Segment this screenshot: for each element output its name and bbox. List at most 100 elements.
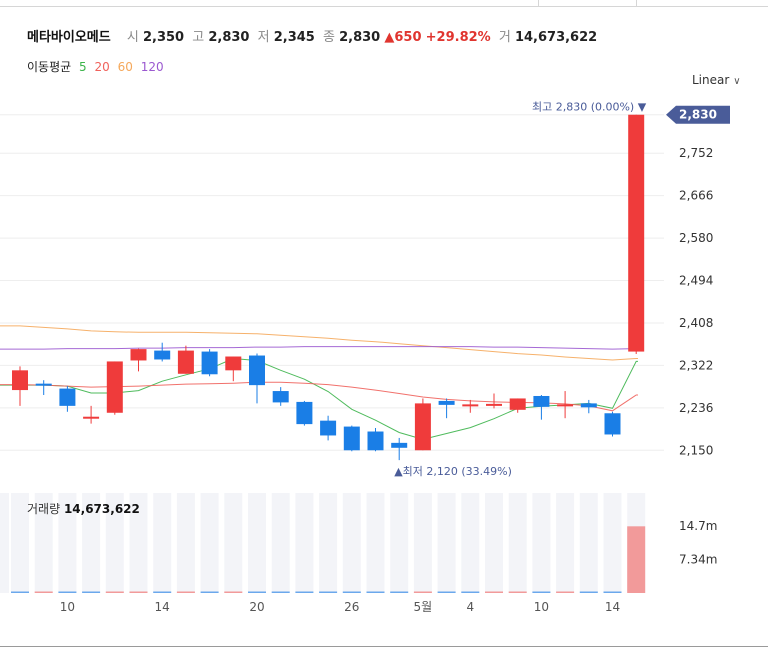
date-axis: 10 14 20 26 5월 4 10 14 <box>60 600 620 614</box>
volume-total: 14,673,622 <box>63 502 140 516</box>
volume-slot <box>82 493 101 593</box>
moving-average-lines <box>0 325 638 440</box>
ma-60-legend: 60 <box>117 60 133 74</box>
candle-body <box>83 416 100 419</box>
volume-bar <box>200 591 219 593</box>
volume-slot <box>437 493 456 593</box>
volume-tick-label: 7.34m <box>679 553 717 567</box>
volume-slot <box>508 493 527 593</box>
top-divider-tick <box>636 0 637 6</box>
volume-bar <box>248 591 266 593</box>
candle-body <box>438 400 455 405</box>
current-price-label: 2,830 <box>679 108 717 122</box>
volume-bar <box>437 591 456 593</box>
volume-slot <box>224 493 243 593</box>
candle-body <box>367 431 384 451</box>
volume-bar <box>105 591 124 593</box>
candle-body <box>272 391 289 403</box>
ma-5-legend: 5 <box>79 60 87 74</box>
close-label: 종 <box>323 30 335 45</box>
volume-bar <box>82 591 101 593</box>
price-tick-label: 2,150 <box>679 443 713 457</box>
scale-dropdown[interactable]: Linear ∨ <box>692 73 741 87</box>
date-tick-label: 10 <box>60 600 75 614</box>
volume-value: 14,673,622 <box>514 30 598 45</box>
volume-tick-label: 14.7m <box>679 519 717 533</box>
volume-background <box>0 493 646 593</box>
candle-body <box>106 361 123 413</box>
volume-slot <box>603 493 622 593</box>
candle-body <box>533 395 550 407</box>
low-annotation: ▲최저 2,120 (33.49%) <box>394 465 512 478</box>
volume-bar <box>532 591 551 593</box>
high-label: 고 <box>192 30 205 45</box>
volume-bar <box>556 591 575 593</box>
volume-label: 거 <box>498 30 511 45</box>
volume-bar <box>366 591 385 593</box>
price-tick-label: 2,494 <box>679 274 713 288</box>
candle-body <box>154 350 171 360</box>
volume-bar <box>485 591 503 593</box>
volume-slot <box>342 493 361 593</box>
volume-axis: 14.7m 7.34m <box>679 519 717 566</box>
candle-body <box>12 370 28 391</box>
price-tick-label: 2,322 <box>679 358 713 372</box>
open-value: 2,350 <box>142 30 185 45</box>
volume-slot <box>295 493 314 593</box>
price-tick-label: 2,666 <box>679 189 713 203</box>
current-price-badge <box>666 105 730 124</box>
volume-bars <box>11 526 646 593</box>
moving-average-legend[interactable]: 이동평균 5 20 60 120 <box>27 58 168 75</box>
volume-bar <box>319 591 338 593</box>
candle-body <box>201 351 218 375</box>
date-tick-label: 14 <box>155 600 170 614</box>
change-value: ▲650 <box>384 30 422 45</box>
candle-body <box>462 404 479 407</box>
candles <box>12 114 645 461</box>
date-tick-label: 4 <box>466 600 474 614</box>
volume-slot <box>176 493 195 593</box>
ma-120-legend: 120 <box>140 60 164 74</box>
date-tick-label: 10 <box>534 600 549 614</box>
candle-body <box>320 420 337 436</box>
price-tick-label: 2,752 <box>679 146 713 160</box>
price-grid <box>0 114 664 451</box>
candle-body <box>343 426 360 451</box>
volume-bar <box>224 591 243 593</box>
volume-bar <box>295 591 314 593</box>
scale-label: Linear <box>692 73 730 87</box>
volume-slot <box>366 493 385 593</box>
top-border <box>0 6 768 7</box>
candle-body <box>296 401 313 425</box>
volume-bar <box>271 591 290 593</box>
volume-slot <box>34 493 53 593</box>
close-value: 2,830 <box>339 30 381 45</box>
high-value: 2,830 <box>208 30 250 45</box>
volume-bar <box>413 591 432 593</box>
volume-slot <box>319 493 338 593</box>
date-tick-label: 14 <box>605 600 620 614</box>
date-tick-label: 5월 <box>414 600 433 614</box>
volume-slot <box>129 493 148 593</box>
volume-readout: 거래량 14,673,622 <box>27 500 140 517</box>
volume-slot <box>58 493 77 593</box>
volume-slot <box>153 493 172 593</box>
volume-slot <box>390 493 409 593</box>
ma-line-120 <box>0 346 638 350</box>
volume-bar <box>129 591 148 593</box>
change-percent: +29.82% <box>425 30 491 45</box>
candle-body <box>35 383 52 386</box>
high-annotation: 최고 2,830 (0.00%) ▼ <box>532 101 647 114</box>
volume-bar <box>34 591 53 593</box>
stock-name: 메타바이오메드 <box>27 30 111 45</box>
volume-slot <box>271 493 290 593</box>
volume-bar <box>603 591 622 593</box>
volume-slot <box>461 493 480 593</box>
candle-body <box>249 355 265 386</box>
price-tick-label: 2,236 <box>679 401 713 415</box>
price-summary: 메타바이오메드 시 2,350 고 2,830 저 2,345 종 2,830 … <box>27 26 597 45</box>
candle-body <box>509 398 526 410</box>
volume-bar <box>579 591 598 593</box>
volume-bar <box>390 591 409 593</box>
